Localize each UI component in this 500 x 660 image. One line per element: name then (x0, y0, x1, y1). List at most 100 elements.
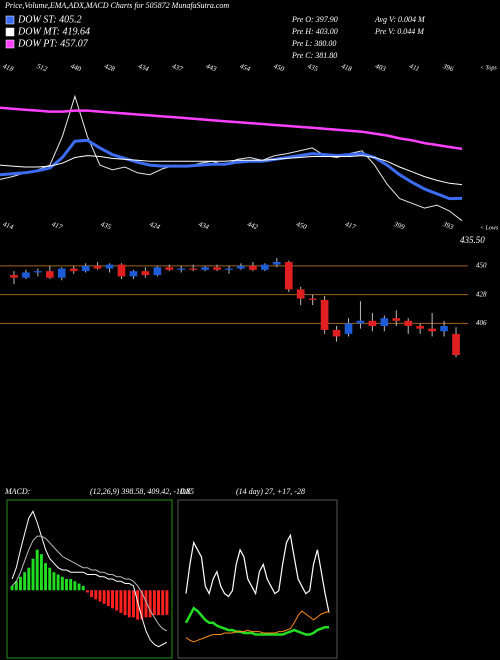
top-label: 428 (103, 62, 116, 73)
candle-body (81, 265, 90, 272)
histogram-bar (98, 590, 102, 602)
top-label: 437 (171, 62, 184, 73)
top-label: 440 (70, 62, 83, 73)
series-line (0, 155, 463, 186)
low-label: 393 (441, 220, 455, 232)
candle-body (332, 329, 341, 337)
candle-body (284, 261, 293, 290)
y-tick-label: 406 (476, 319, 487, 327)
histogram-bar (27, 567, 31, 591)
low-label: 442 (246, 220, 259, 231)
top-label: 435 (306, 62, 319, 73)
candle-body (129, 271, 138, 277)
histogram-bar (60, 576, 64, 591)
candle-body (45, 271, 54, 278)
legend-swatch (5, 27, 15, 37)
histogram-bar (94, 590, 98, 600)
top-label: 418 (2, 62, 15, 73)
histogram-bar (31, 558, 35, 591)
series-line (11, 535, 168, 632)
candle-body (392, 318, 401, 321)
histogram-bar (52, 572, 56, 591)
top-label: 454 (239, 62, 252, 73)
candle-body (93, 265, 102, 269)
panel-frame (6, 499, 173, 659)
series-line (185, 533, 330, 613)
stat-label: Pre H: 403.00 (291, 27, 338, 36)
histogram-bar (106, 590, 110, 607)
panel-title: DX (179, 487, 192, 496)
histogram-bar (44, 563, 48, 591)
candle-body (272, 261, 281, 265)
series-line (0, 106, 463, 151)
histogram-bar (39, 554, 43, 591)
panel-subtitle: (12,26,9) 398.58, 409.42, -10.85 (90, 487, 194, 496)
candle-body (452, 333, 460, 356)
histogram-bar (165, 590, 169, 615)
series-line (0, 138, 463, 201)
chart-title: Price,Volume,EMA,ADX,MACD Charts for 505… (4, 1, 229, 10)
panel-title: MACD: (4, 487, 31, 496)
histogram-bar (56, 574, 60, 591)
low-label: 417 (344, 220, 357, 231)
candle-body (320, 299, 329, 330)
candle-body (10, 275, 18, 278)
stat-label: Pre L: 380.00 (291, 39, 336, 48)
candle-body (308, 298, 317, 300)
top-label: 403 (374, 62, 387, 73)
histogram-bar (148, 590, 152, 618)
candle-body (296, 289, 305, 299)
low-label: 435 (100, 220, 113, 231)
histogram-bar (18, 576, 22, 591)
legend-swatch (5, 39, 15, 49)
series-line (184, 606, 329, 636)
histogram-bar (65, 579, 68, 591)
top-label: 450 (273, 62, 286, 73)
histogram-bar (90, 590, 94, 598)
histogram-bar (136, 590, 140, 620)
low-label: 450 (295, 220, 308, 231)
stat-label: Pre V: 0.044 M (374, 27, 425, 36)
y-tick-label: 428 (476, 290, 487, 298)
top-caption: < Tops (480, 65, 497, 71)
histogram-bar (131, 590, 135, 618)
candle-body (213, 267, 221, 270)
low-label: 417 (51, 220, 64, 231)
candle-body (440, 326, 448, 332)
histogram-bar (102, 590, 106, 604)
candle-body (22, 272, 30, 278)
series-line (185, 610, 330, 643)
candle-body (261, 264, 269, 270)
candle-body (177, 268, 186, 270)
histogram-bar (157, 590, 161, 616)
histogram-bar (140, 590, 144, 620)
histogram-bar (152, 590, 156, 616)
legend-label: DOW MT: 419.64 (17, 26, 90, 37)
histogram-bar (23, 572, 27, 591)
legend-swatch (5, 15, 15, 25)
candle-body (69, 268, 78, 272)
candle-body (141, 271, 150, 276)
top-label: 411 (408, 62, 420, 73)
histogram-bar (161, 590, 165, 616)
histogram-bar (144, 590, 148, 618)
low-label: 424 (148, 220, 161, 231)
low-label: 414 (2, 220, 15, 231)
price-label: 435.50 (460, 235, 485, 245)
histogram-bar (85, 590, 89, 593)
panel-frame (177, 499, 338, 659)
y-tick-label: 450 (476, 262, 487, 270)
top-label: 512 (36, 62, 49, 73)
candle-body (416, 326, 425, 329)
candle-body (249, 265, 257, 270)
histogram-bar (48, 567, 52, 591)
stat-label: Avg V: 0.004 M (374, 15, 426, 24)
candle-body (105, 264, 114, 269)
histogram-bar (111, 590, 114, 609)
candle-body (57, 268, 66, 278)
histogram-bar (35, 549, 39, 591)
histogram-bar (77, 583, 81, 591)
top-label: 434 (137, 62, 150, 73)
histogram-bar (81, 585, 85, 591)
